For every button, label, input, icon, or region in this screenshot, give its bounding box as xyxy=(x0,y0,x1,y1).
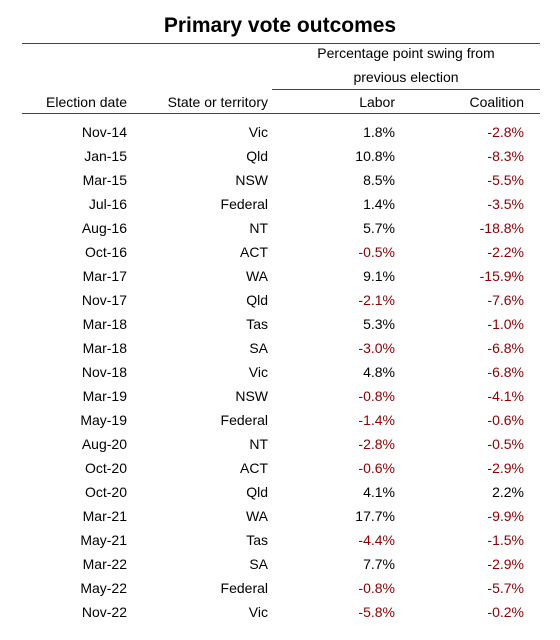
row-label: Mar-18 xyxy=(82,316,127,332)
row-label: Tas xyxy=(246,532,268,548)
row-label: NT xyxy=(249,220,268,236)
cell-value: -5.8% xyxy=(358,604,395,620)
cell-value: -2.9% xyxy=(487,460,524,476)
cell-value: -1.5% xyxy=(487,532,524,548)
cell-value: -6.8% xyxy=(487,364,524,380)
row-label: Mar-18 xyxy=(82,340,127,356)
cell-value: -2.8% xyxy=(358,436,395,452)
row-label: Vic xyxy=(248,124,268,140)
row-label: Oct-16 xyxy=(84,244,127,260)
row-label: Mar-15 xyxy=(82,172,127,188)
cell-value: -9.9% xyxy=(487,508,524,524)
cell-value: 2.2% xyxy=(492,484,524,500)
cell-value: -0.2% xyxy=(487,604,524,620)
group-header: Percentage point swing from xyxy=(317,45,495,61)
row-label: Vic xyxy=(248,364,268,380)
cell-value: -1.4% xyxy=(358,412,395,428)
column-header: Coalition xyxy=(469,94,524,110)
row-label: Qld xyxy=(246,484,268,500)
column-header: Election date xyxy=(46,94,127,110)
row-label: Federal xyxy=(220,580,268,596)
row-label: NSW xyxy=(235,172,268,188)
cell-value: 9.1% xyxy=(363,268,395,284)
cell-value: -6.8% xyxy=(487,340,524,356)
cell-value: 1.8% xyxy=(363,124,395,140)
cell-value: -1.0% xyxy=(487,316,524,332)
cell-value: 10.8% xyxy=(355,148,395,164)
row-label: Nov-17 xyxy=(81,292,127,308)
cell-value: -7.6% xyxy=(487,292,524,308)
cell-value: -2.8% xyxy=(487,124,524,140)
row-label: Tas xyxy=(246,316,268,332)
cell-value: -3.5% xyxy=(487,196,524,212)
cell-value: -8.3% xyxy=(487,148,524,164)
row-label: Aug-16 xyxy=(81,220,127,236)
cell-value: -3.0% xyxy=(358,340,395,356)
cell-value: 5.3% xyxy=(363,316,395,332)
row-label: Nov-18 xyxy=(81,364,127,380)
cell-value: 17.7% xyxy=(355,508,395,524)
row-label: Qld xyxy=(246,292,268,308)
row-label: Oct-20 xyxy=(84,460,127,476)
cell-value: 7.7% xyxy=(363,556,395,572)
row-label: Nov-22 xyxy=(81,604,127,620)
cell-value: -2.2% xyxy=(487,244,524,260)
cell-value: -18.8% xyxy=(479,220,524,236)
cell-value: -0.5% xyxy=(487,436,524,452)
row-label: Mar-19 xyxy=(82,388,127,404)
row-label: ACT xyxy=(240,244,268,260)
cell-value: -0.5% xyxy=(358,244,395,260)
row-label: May-19 xyxy=(80,412,127,428)
row-label: Nov-14 xyxy=(81,124,127,140)
title-rule xyxy=(22,43,540,44)
cell-value: 4.1% xyxy=(363,484,395,500)
row-label: SA xyxy=(249,340,268,356)
row-label: Mar-17 xyxy=(82,268,127,284)
row-label: Federal xyxy=(220,196,268,212)
row-label: NT xyxy=(249,436,268,452)
cell-value: 5.7% xyxy=(363,220,395,236)
cell-value: 4.8% xyxy=(363,364,395,380)
cell-value: 1.4% xyxy=(363,196,395,212)
row-label: Federal xyxy=(220,412,268,428)
row-label: Oct-20 xyxy=(84,484,127,500)
row-label: Vic xyxy=(248,604,268,620)
cell-value: -0.6% xyxy=(487,412,524,428)
cell-value: -15.9% xyxy=(479,268,524,284)
row-label: WA xyxy=(245,508,268,524)
row-label: Jul-16 xyxy=(88,196,127,212)
cell-value: -0.8% xyxy=(358,388,395,404)
group-header: previous election xyxy=(353,69,459,85)
row-label: ACT xyxy=(240,460,268,476)
cell-value: -5.7% xyxy=(487,580,524,596)
title: Primary vote outcomes xyxy=(163,14,397,37)
cell-value: -2.1% xyxy=(358,292,395,308)
row-label: Aug-20 xyxy=(81,436,127,452)
column-header: State or territory xyxy=(167,94,268,110)
column-header: Labor xyxy=(359,94,395,110)
header-rule xyxy=(22,113,540,114)
row-label: May-22 xyxy=(80,580,127,596)
cell-value: -0.8% xyxy=(358,580,395,596)
cell-value: 8.5% xyxy=(363,172,395,188)
cell-value: -4.4% xyxy=(358,532,395,548)
row-label: NSW xyxy=(235,388,268,404)
cell-value: -4.1% xyxy=(487,388,524,404)
cell-value: -5.5% xyxy=(487,172,524,188)
group-rule xyxy=(272,89,540,90)
cell-value: -0.6% xyxy=(358,460,395,476)
row-label: Qld xyxy=(246,148,268,164)
row-label: SA xyxy=(249,556,268,572)
row-label: WA xyxy=(245,268,268,284)
cell-value: -2.9% xyxy=(487,556,524,572)
row-label: Mar-21 xyxy=(82,508,127,524)
row-label: Mar-22 xyxy=(82,556,127,572)
row-label: Jan-15 xyxy=(84,148,127,164)
row-label: May-21 xyxy=(80,532,127,548)
